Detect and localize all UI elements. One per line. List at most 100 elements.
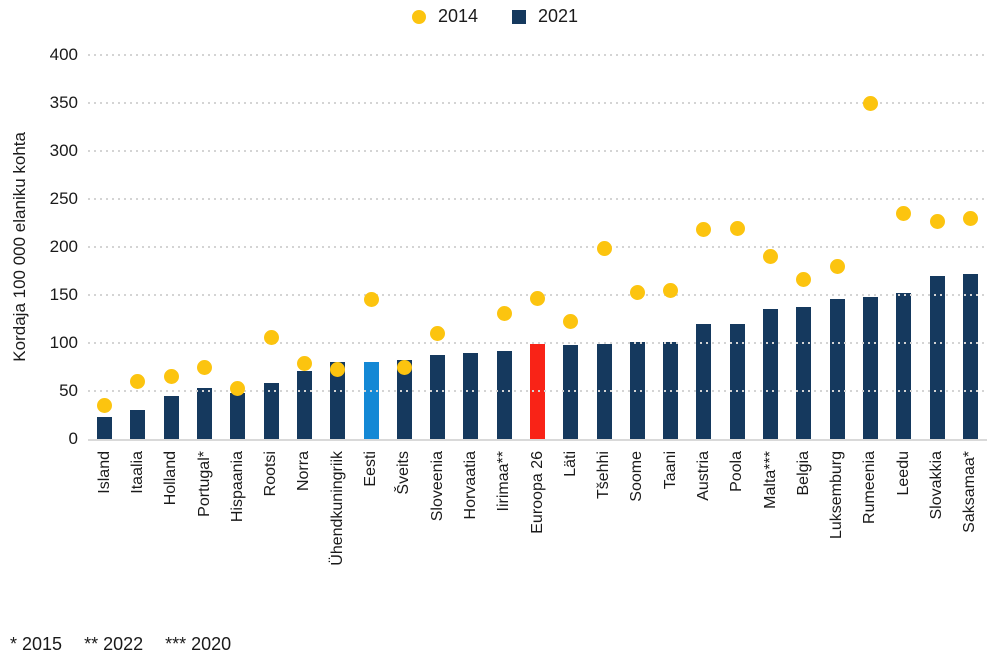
category-column: Iirimaa** — [488, 55, 521, 511]
x-tick-label: Portugal* — [195, 451, 213, 517]
footnote-2020: *** 2020 — [165, 634, 232, 654]
dot-2014 — [896, 205, 912, 221]
x-tick-label: Itaalia — [128, 451, 146, 494]
legend-label-2014: 2014 — [437, 6, 478, 26]
footnote-2015: * 2015 — [10, 634, 63, 654]
dot-2014 — [496, 305, 512, 321]
gridline — [88, 54, 987, 56]
y-tick-label: 200 — [49, 237, 78, 256]
plot-area: Island Itaalia Holland Portugal* Hispaania Ro… — [88, 54, 987, 566]
legend-item-2021: 2021 — [512, 6, 578, 27]
dot-2014 — [163, 369, 179, 385]
bar-2021 — [296, 370, 312, 439]
legend-label-2021: 2021 — [538, 6, 579, 26]
dot-2014 — [862, 95, 878, 111]
x-tick-label: Sloveenia — [428, 451, 446, 522]
dot-2014 — [330, 362, 346, 378]
y-tick-label: 50 — [59, 381, 78, 400]
dot-2014 — [663, 282, 679, 298]
x-tick-label: Hispaania — [228, 451, 246, 523]
bar-2021 — [496, 350, 512, 439]
bar-2021 — [929, 275, 945, 439]
category-column: Hispaania — [221, 55, 254, 522]
category-column: Norra — [288, 55, 321, 491]
dot-2014 — [430, 325, 446, 341]
x-tick-label: Horvaatia — [461, 451, 479, 520]
bar-2021 — [763, 309, 779, 439]
y-tick-label: 400 — [49, 45, 78, 64]
footnote: * 2015 ** 2022 *** 2020 — [10, 634, 231, 655]
bar-2021 — [463, 352, 479, 439]
category-column: Horvaatia — [454, 55, 487, 519]
category-column: Rumeenia — [854, 55, 887, 524]
dot-2014 — [629, 284, 645, 300]
category-column: Leedu — [887, 55, 920, 496]
category-column: Belgia — [787, 55, 820, 495]
dot-2014 — [363, 292, 379, 308]
dot-2014 — [729, 221, 745, 237]
bar-2021 — [696, 323, 712, 439]
x-tick-label: Poola — [728, 451, 746, 492]
bar-2021 — [330, 362, 346, 439]
bar-2021 — [430, 354, 446, 439]
footnote-2022: ** 2022 — [84, 634, 144, 654]
legend-item-2014: 2014 — [411, 6, 478, 27]
category-column: Luksemburg — [821, 55, 854, 539]
dot-2014 — [596, 241, 612, 257]
category-column: Ühendkuningriik — [321, 55, 354, 566]
x-tick-label: Iirimaa** — [495, 451, 513, 512]
bar-2021 — [230, 392, 246, 439]
category-column: Itaalia — [121, 55, 154, 494]
dot-2014 — [296, 355, 312, 371]
bar-2021 — [396, 360, 412, 439]
gridline — [88, 342, 987, 344]
bar-2021 — [829, 298, 845, 439]
x-tick-label: Leedu — [894, 451, 912, 496]
bar-2021 — [197, 388, 213, 439]
y-tick-label: 0 — [68, 429, 78, 448]
category-column: Saksamaa* — [954, 55, 987, 533]
x-tick-label: Malta*** — [761, 451, 779, 509]
bar-2021 — [97, 416, 113, 439]
x-tick-label: Slovakkia — [928, 451, 946, 520]
legend: 2014 2021 — [0, 6, 990, 27]
category-column: Malta*** — [754, 55, 787, 509]
dot-2014 — [962, 210, 978, 226]
gridline — [88, 102, 987, 104]
x-tick-label: Soome — [628, 451, 646, 502]
dot-2014 — [829, 258, 845, 274]
category-column: Slovakkia — [920, 55, 953, 519]
x-tick-label: Austria — [694, 451, 712, 501]
category-column: Rootsi — [254, 55, 287, 496]
x-tick-label: Belgia — [794, 451, 812, 496]
y-tick-label: 100 — [49, 333, 78, 352]
x-tick-label: Island — [95, 451, 113, 494]
y-axis-tick-labels: 0 50 100 150 200 250 300 350 400 — [0, 45, 78, 448]
dot-2014 — [130, 373, 146, 389]
category-column: Šveits — [388, 55, 421, 495]
dot-2014 — [396, 360, 412, 376]
dot-2014 — [197, 360, 213, 376]
bar-2021 — [896, 293, 912, 439]
dot-2014 — [230, 380, 246, 396]
category-column: Austria — [687, 55, 720, 501]
x-tick-label: Holland — [162, 451, 180, 506]
dot-2014 — [696, 222, 712, 238]
y-tick-label: 150 — [49, 285, 78, 304]
bar-2021 — [729, 323, 745, 439]
y-tick-label: 300 — [49, 141, 78, 160]
x-tick-label: Norra — [295, 451, 313, 492]
x-tick-label: Rootsi — [262, 451, 280, 497]
x-tick-label: Euroopa 26 — [528, 451, 546, 534]
category-column: Portugal* — [188, 55, 221, 517]
x-tick-label: Tšehhi — [595, 451, 613, 500]
bar-2021 — [263, 383, 279, 439]
columns: Island Itaalia Holland Portugal* Hispaania Ro… — [88, 55, 987, 566]
category-column: Holland — [155, 55, 188, 505]
dot-2014 — [763, 249, 779, 265]
dot-2014 — [530, 291, 545, 307]
dot-2014 — [97, 397, 113, 413]
bar-2021 — [163, 395, 179, 439]
x-tick-label: Rumeenia — [861, 451, 879, 524]
